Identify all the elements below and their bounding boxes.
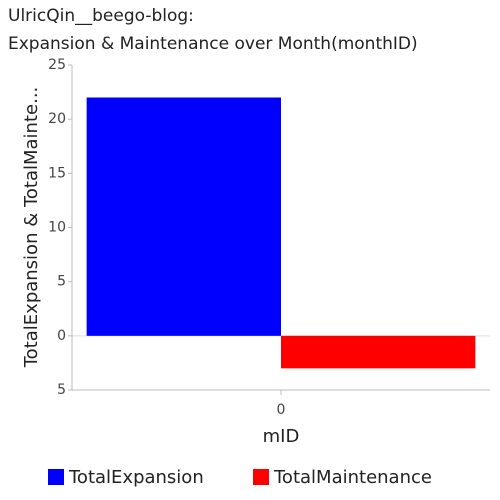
legend-swatch [48, 469, 64, 485]
legend-label: TotalMaintenance [273, 467, 432, 488]
y-tick-label: 20 [48, 111, 66, 127]
y-tick-label: 10 [48, 220, 66, 236]
y-axis-label: TotalExpansion & TotalMainte... [21, 87, 42, 369]
y-tick-label: 5 [57, 274, 66, 290]
y-tick-label: 25 [48, 57, 66, 73]
x-axis-label: mID [263, 426, 300, 447]
legend-swatch [253, 469, 269, 485]
y-tick-label: 5 [57, 382, 66, 398]
y-tick-label: 15 [48, 165, 66, 181]
chart-title: UlricQin__beego-blog: [8, 6, 194, 26]
bar [281, 335, 476, 369]
chart-title: Expansion & Maintenance over Month(month… [8, 34, 418, 54]
bar [86, 97, 281, 336]
x-tick-label: 0 [277, 402, 286, 418]
y-tick-label: 0 [57, 328, 66, 344]
legend-label: TotalExpansion [68, 467, 204, 488]
